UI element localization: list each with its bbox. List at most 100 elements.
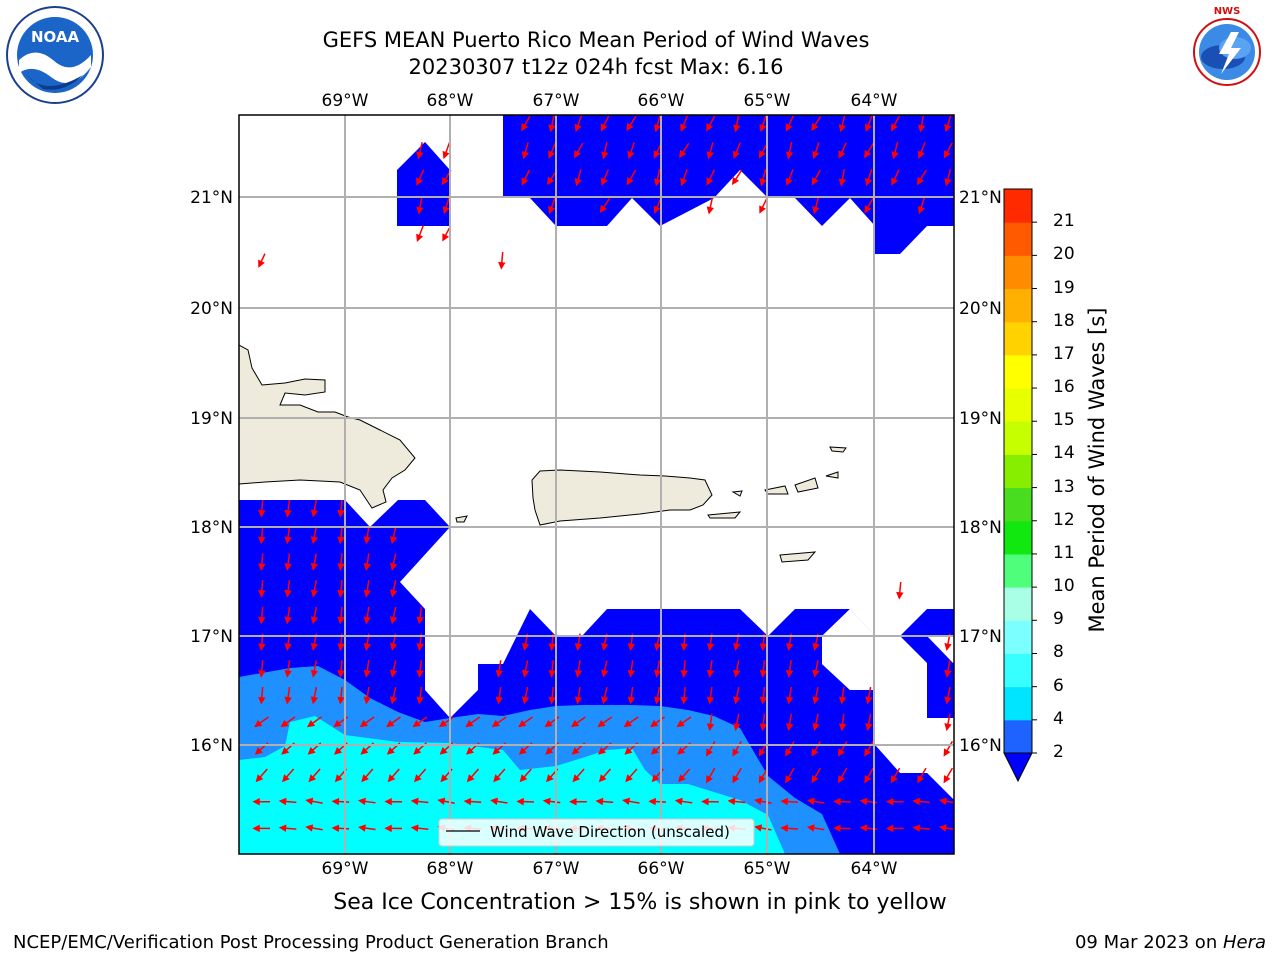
wave-direction-arrow [463, 797, 482, 806]
wave-direction-arrow [780, 797, 799, 806]
wave-direction-arrow [706, 169, 715, 186]
wave-direction-arrow [759, 115, 767, 133]
wave-direction-arrow [548, 115, 556, 133]
wave-direction-arrow [498, 251, 506, 270]
wave-direction-arrow [252, 797, 270, 806]
wave-direction-arrow [337, 499, 345, 518]
colorbar-tick-label: 18 [1053, 310, 1075, 331]
colorbar-title: Mean Period of Wind Waves [s] [1085, 307, 1109, 633]
wave-direction-arrow [331, 797, 350, 806]
lat-label-left: 18°N [190, 518, 233, 538]
colorbar-tick-label: 20 [1053, 244, 1075, 265]
wave-direction-arrow [308, 768, 321, 783]
wave-direction-arrow [864, 169, 873, 187]
wave-direction-arrow [837, 767, 848, 784]
wave-direction-arrow [493, 768, 506, 783]
wave-direction-arrow [653, 115, 662, 133]
legend-label: Wind Wave Direction (unscaled) [490, 823, 730, 841]
wave-direction-arrow [310, 500, 319, 518]
wave-direction-arrow [706, 142, 714, 160]
wave-direction-arrow [864, 767, 874, 784]
wave-direction-arrow [490, 797, 508, 806]
wave-direction-arrow [626, 169, 637, 186]
wave-direction-arrow [310, 553, 319, 571]
wave-direction-arrow [337, 660, 345, 678]
wave-direction-arrow [627, 686, 636, 705]
wave-direction-arrow [598, 768, 612, 783]
wave-direction-arrow [306, 716, 322, 728]
wave-direction-arrow [437, 797, 455, 805]
wave-direction-arrow [255, 768, 268, 783]
wave-direction-arrow [944, 660, 952, 678]
wave-direction-arrow [625, 768, 638, 783]
wave-direction-arrow [521, 660, 530, 678]
colorbar-tick-label: 4 [1053, 708, 1064, 729]
wave-direction-arrow [864, 197, 874, 214]
wave-direction-arrow [284, 686, 292, 705]
wave-direction-arrow [705, 740, 716, 757]
wave-direction-arrow [759, 169, 767, 187]
wave-direction-arrow [416, 660, 424, 678]
chart-subtitle: 20230307 t12z 024h fcst Max: 6.16 [408, 55, 784, 79]
wave-direction-arrow [944, 686, 952, 705]
wave-direction-arrow [943, 142, 953, 159]
wave-direction-arrow [917, 197, 926, 215]
colorbar-tick-label: 6 [1053, 675, 1064, 696]
wave-direction-arrow [627, 142, 635, 160]
colorbar-tick-label: 17 [1053, 343, 1075, 364]
wave-direction-arrow [833, 797, 851, 806]
wave-direction-arrow [389, 580, 398, 598]
wave-direction-arrow [680, 169, 688, 187]
wave-direction-arrow [601, 660, 609, 678]
wave-direction-arrow [706, 713, 715, 732]
svg-text:NOAA: NOAA [31, 28, 80, 46]
lon-label-top: 66°W [638, 91, 685, 111]
wave-direction-arrow [331, 824, 350, 832]
map-gridlines [239, 115, 954, 854]
wave-direction-arrow [706, 197, 714, 215]
colorbar-segment [1004, 288, 1032, 323]
wave-direction-arrow [864, 740, 874, 757]
wave-direction-arrow [284, 526, 292, 545]
colorbar-tick-label: 14 [1053, 443, 1075, 464]
wave-direction-arrow [389, 686, 398, 705]
wave-direction-arrow [574, 686, 583, 705]
lon-label-bottom: 69°W [322, 859, 369, 879]
lon-label-bottom: 68°W [427, 859, 474, 879]
map-frame [238, 114, 955, 855]
wave-direction-arrow [258, 660, 266, 678]
lon-label-top: 65°W [744, 91, 791, 111]
wave-direction-arrow [521, 142, 529, 160]
wave-direction-arrow [258, 499, 266, 518]
colorbar-segment [1004, 553, 1032, 588]
lat-label-left: 17°N [190, 627, 233, 647]
colorbar-segment [1004, 321, 1032, 356]
wave-direction-arrow [785, 142, 794, 160]
wave-direction-arrow [917, 115, 926, 133]
wave-direction-arrow [572, 768, 585, 783]
svg-text:NWS: NWS [1214, 6, 1241, 17]
wave-direction-arrow [653, 169, 662, 187]
wave-direction-arrow [518, 716, 533, 728]
wave-direction-arrow [785, 115, 795, 132]
colorbar-tick-label: 11 [1053, 542, 1075, 563]
wave-direction-arrow [759, 660, 768, 678]
lat-label-right: 20°N [959, 299, 1002, 319]
wave-direction-arrow [521, 686, 530, 705]
wave-direction-arrow [706, 115, 716, 132]
wave-direction-arrow [680, 115, 689, 132]
wave-direction-arrow [284, 660, 292, 678]
lon-label-top: 67°W [533, 91, 580, 111]
lat-label-left: 19°N [190, 409, 233, 429]
wave-direction-arrow [754, 797, 772, 805]
wave-direction-arrow [280, 716, 296, 728]
wave-direction-arrow [310, 686, 319, 705]
colorbar-segment [1004, 421, 1032, 455]
wave-direction-arrow [732, 142, 741, 159]
wave-direction-arrow [680, 660, 688, 678]
colorbar-segment [1004, 620, 1032, 654]
lon-label-bottom: 66°W [638, 859, 685, 879]
wave-direction-arrow [570, 716, 586, 728]
wave-direction-arrow [626, 115, 637, 132]
wave-direction-arrow [548, 686, 556, 705]
